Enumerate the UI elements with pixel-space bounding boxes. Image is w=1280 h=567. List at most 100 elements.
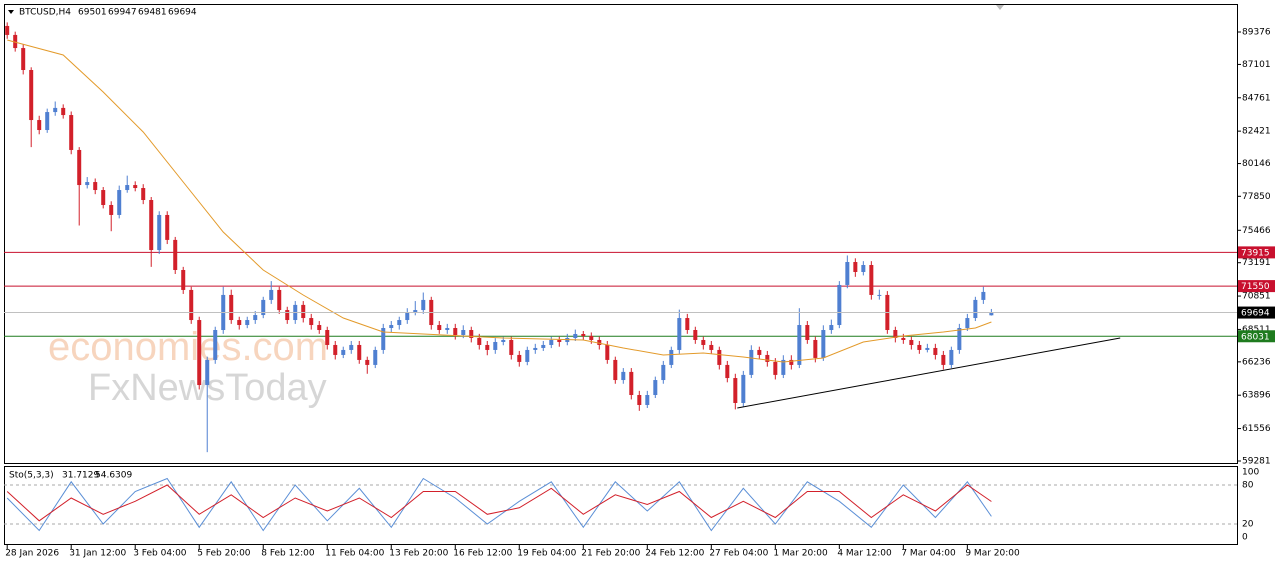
candle-body xyxy=(405,312,410,321)
y-tick-label: 87101 xyxy=(1242,60,1271,70)
candle-body xyxy=(533,347,538,350)
candle-body xyxy=(589,335,594,340)
candle-body xyxy=(5,25,10,35)
x-tick-label: 8 Feb 12:00 xyxy=(261,549,315,559)
candle-body xyxy=(181,269,186,290)
candle-body xyxy=(725,364,730,379)
candle-body xyxy=(597,339,602,345)
x-tick-label: 3 Feb 04:00 xyxy=(133,549,187,559)
candle-body xyxy=(693,330,698,340)
candle-body xyxy=(229,294,234,321)
candle-body xyxy=(29,70,34,121)
candle-body xyxy=(13,34,18,49)
stoch-tick-label: 20 xyxy=(1242,520,1254,530)
header-high: 69947 xyxy=(108,8,137,18)
candle-body xyxy=(333,344,338,355)
candle-body xyxy=(653,380,658,396)
main-frame xyxy=(4,4,1238,464)
candle-body xyxy=(813,339,818,358)
x-tick-label: 7 Mar 04:00 xyxy=(901,549,956,559)
candle-body xyxy=(525,349,530,362)
candle-body xyxy=(93,182,98,191)
y-tick-label: 77850 xyxy=(1242,192,1271,202)
candle-body xyxy=(189,289,194,321)
candle-body xyxy=(629,371,634,396)
level-label: 73915 xyxy=(1241,248,1270,258)
candle-body xyxy=(205,359,210,386)
candle-body xyxy=(101,190,106,205)
candle-body xyxy=(669,349,674,365)
x-tick-label: 5 Feb 20:00 xyxy=(197,549,251,559)
candle-body xyxy=(709,344,714,350)
y-tick-label: 73191 xyxy=(1242,258,1271,268)
candle-body xyxy=(213,330,218,360)
candle-body xyxy=(285,310,290,321)
candle-body xyxy=(237,320,242,326)
header-close: 69694 xyxy=(168,8,197,18)
candle-body xyxy=(53,107,58,113)
candle-body xyxy=(757,349,762,355)
x-tick-label: 13 Feb 20:00 xyxy=(389,549,448,559)
candle-body xyxy=(277,289,282,311)
candle-body xyxy=(197,320,202,386)
candle-body xyxy=(861,265,866,272)
candle-body xyxy=(349,344,354,350)
stoch-signal xyxy=(6,484,992,522)
candle-body xyxy=(125,185,130,191)
stoch-main-value: 31.7129 xyxy=(62,471,99,481)
candle-body xyxy=(661,364,666,381)
candle-body xyxy=(717,349,722,365)
x-tick-label: 9 Mar 20:00 xyxy=(965,549,1020,559)
x-tick-label: 19 Feb 04:00 xyxy=(517,549,576,559)
x-tick-label: 28 Jan 2026 xyxy=(5,549,59,559)
candle-body xyxy=(573,333,578,338)
candle-body xyxy=(461,330,466,335)
candle-body xyxy=(805,325,810,340)
y-tick-label: 61556 xyxy=(1242,424,1271,434)
y-tick-label: 70851 xyxy=(1242,292,1271,302)
candle-body xyxy=(245,320,250,326)
x-tick-label: 27 Feb 04:00 xyxy=(709,549,768,559)
x-tick-label: 16 Feb 12:00 xyxy=(453,549,512,559)
candle-body xyxy=(541,344,546,348)
header-open: 69501 xyxy=(78,8,107,18)
candle-body xyxy=(365,359,370,365)
y-tick-label: 89376 xyxy=(1242,27,1271,37)
candle-body xyxy=(685,318,690,331)
candle-body xyxy=(413,310,418,313)
candle-body xyxy=(837,284,842,326)
candle-body xyxy=(117,190,122,215)
candle-body xyxy=(493,341,498,350)
y-tick-label: 68511 xyxy=(1242,325,1271,335)
candle-body xyxy=(621,371,626,381)
candle-body xyxy=(69,115,74,150)
candle-body xyxy=(829,325,834,331)
candle-body xyxy=(517,354,522,362)
y-tick-label: 82421 xyxy=(1242,127,1271,137)
candle-body xyxy=(749,349,754,375)
symbol: BTCUSD,H4 xyxy=(19,8,71,18)
candle-body xyxy=(853,262,858,272)
y-tick-label: 59281 xyxy=(1242,456,1271,466)
y-tick-label: 63896 xyxy=(1242,391,1271,401)
stoch-label: Sto(5,3,3) xyxy=(9,471,54,481)
watermark: economies.com xyxy=(48,325,328,369)
x-tick-label: 11 Feb 04:00 xyxy=(325,549,384,559)
menu-arrow xyxy=(8,10,14,14)
candle-body xyxy=(445,328,450,331)
candle-body xyxy=(869,265,874,295)
candle-body xyxy=(845,262,850,285)
candle-body xyxy=(269,289,274,300)
candle-body xyxy=(637,395,642,405)
candle-body xyxy=(917,344,922,350)
candle-body xyxy=(477,337,482,345)
level-label-box xyxy=(1238,306,1275,319)
candle-body xyxy=(85,182,90,186)
candle-body xyxy=(677,318,682,350)
stoch-tick-label: 80 xyxy=(1242,481,1254,491)
candle-body xyxy=(485,344,490,350)
candle-body xyxy=(133,185,138,189)
candle-body xyxy=(157,214,162,251)
candle-body xyxy=(469,330,474,338)
